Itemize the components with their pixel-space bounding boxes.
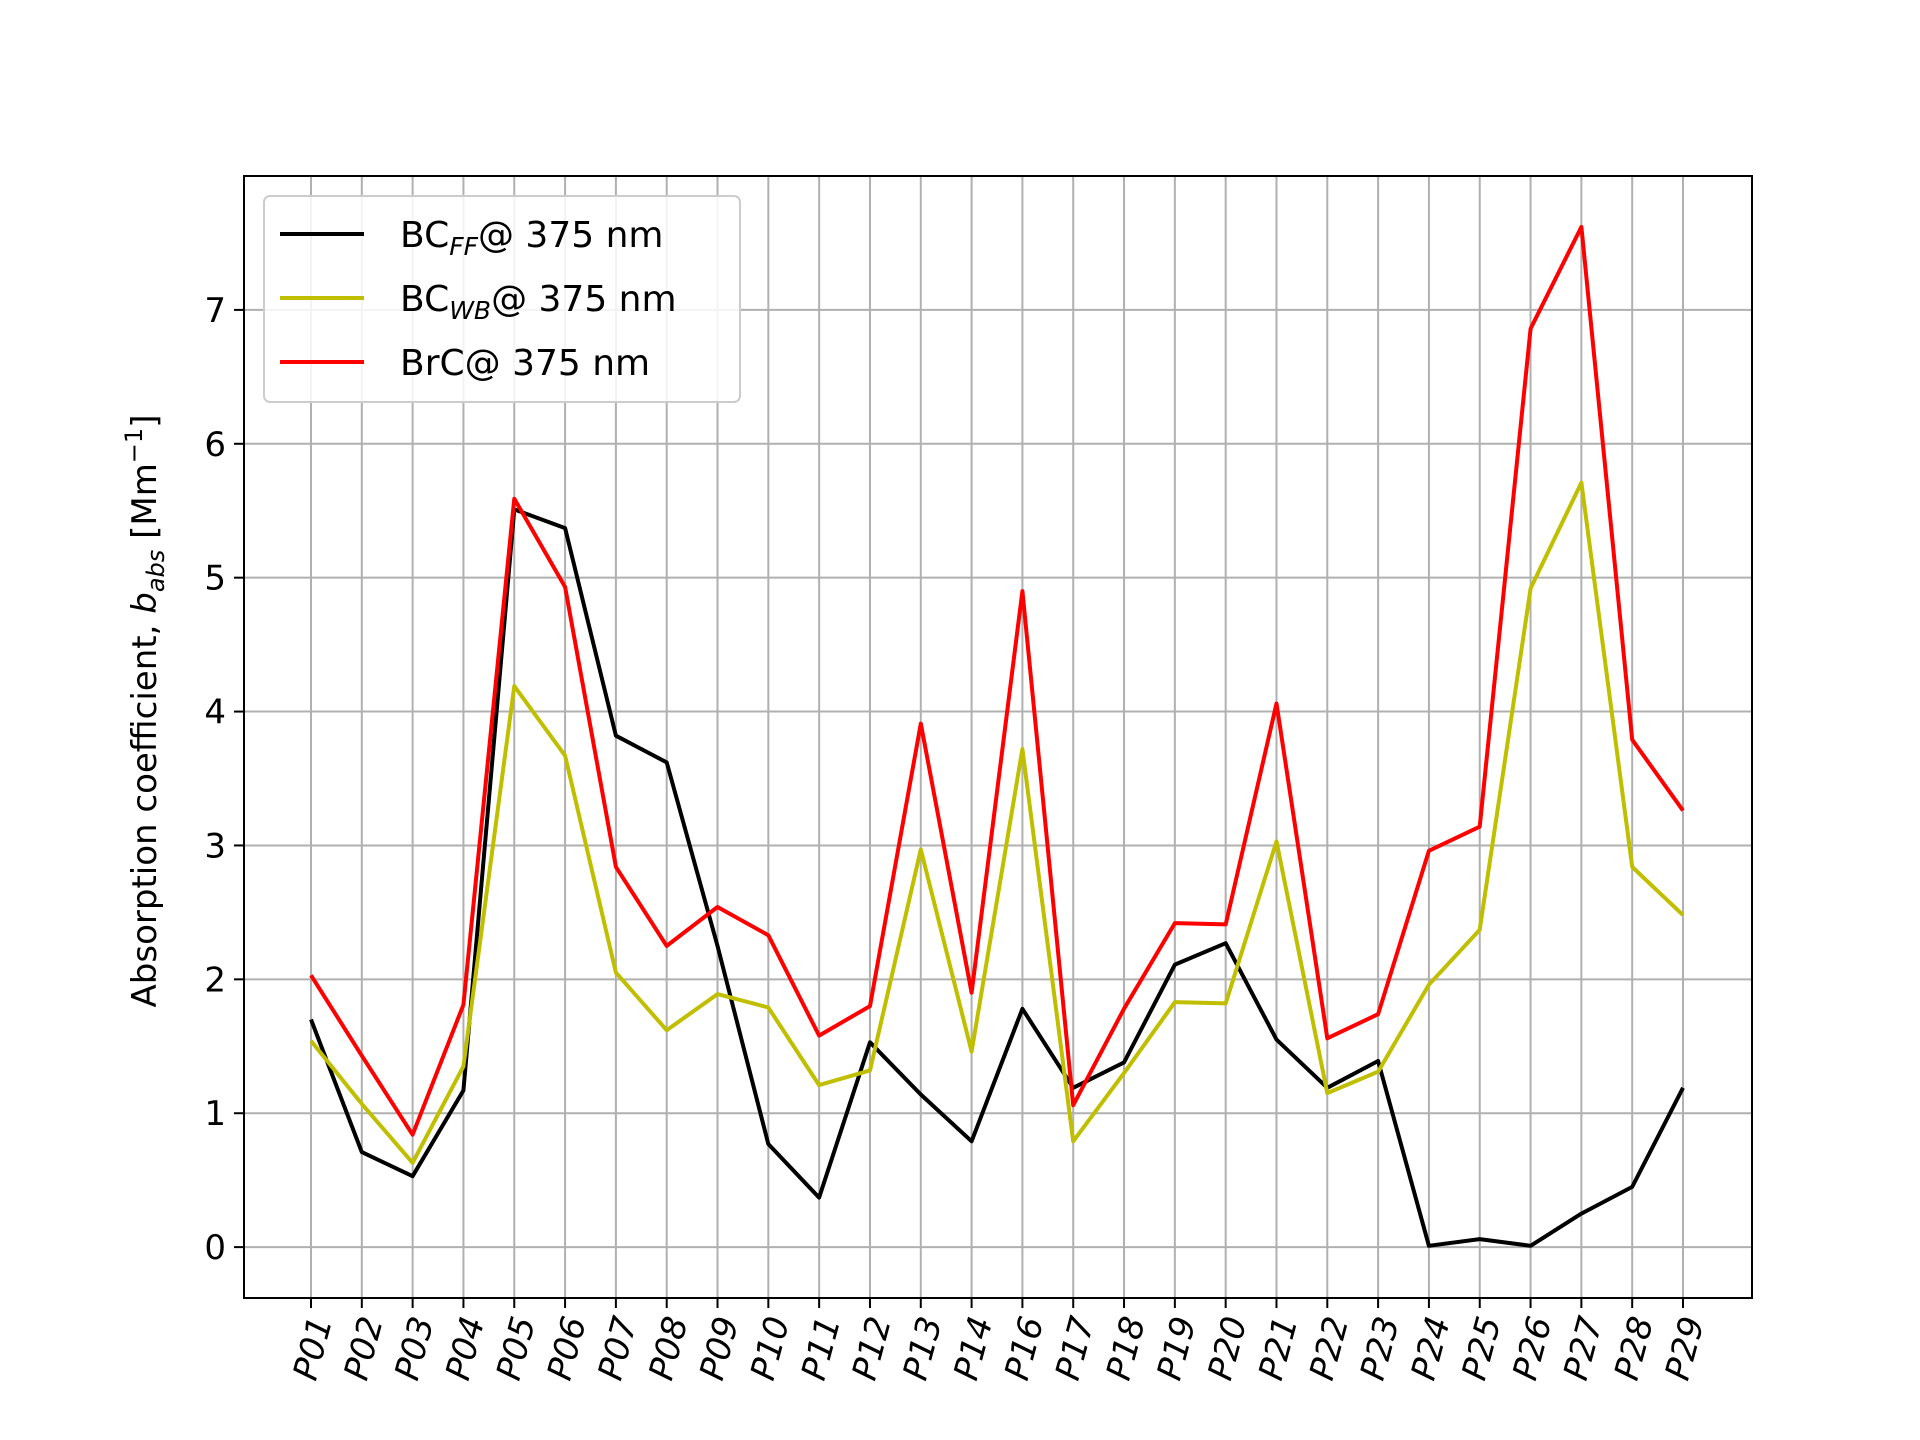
axes: P01P02P03P04P05P06P07P08P09P10P11P12P13P…	[204, 291, 1713, 1385]
x-tick-label: P19	[1150, 1312, 1205, 1384]
legend-box	[263, 195, 741, 403]
series-line-1	[309, 507, 1685, 1248]
x-tick-label: P21	[1251, 1312, 1306, 1384]
x-tick-label: P25	[1454, 1312, 1509, 1384]
x-tick-label: P14	[946, 1312, 1001, 1384]
x-tick-label: P12	[845, 1312, 900, 1384]
y-tick-label: 7	[204, 291, 226, 331]
y-tick-label: 0	[204, 1228, 226, 1268]
x-tick-label: P20	[1200, 1312, 1255, 1384]
x-tick-label: P01	[286, 1312, 341, 1384]
x-tick-label: P24	[1404, 1312, 1459, 1384]
x-tick-label: P27	[1556, 1312, 1611, 1384]
x-tick-label: P08	[641, 1312, 696, 1384]
series-line-2	[309, 480, 1685, 1165]
y-tick-label: 4	[204, 693, 226, 733]
y-tick-label: 5	[204, 559, 226, 599]
legend-label: BCFF@ 375 nm	[400, 215, 663, 261]
y-axis-label: Absorption coefficient, babs [Mm−1]	[120, 415, 170, 1008]
x-tick-label: P29	[1658, 1312, 1713, 1384]
x-tick-label: P23	[1353, 1312, 1408, 1384]
plot-frame	[243, 175, 1753, 1299]
x-tick-label: P22	[1302, 1312, 1357, 1384]
x-tick-label: P11	[794, 1312, 849, 1384]
y-tick-label: 6	[204, 425, 226, 465]
x-tick-label: P18	[1099, 1312, 1154, 1384]
x-tick-label: P10	[743, 1312, 798, 1384]
legend-label: BCWB@ 375 nm	[400, 279, 677, 325]
y-tick-label: 3	[204, 826, 226, 866]
x-tick-label: P02	[337, 1312, 392, 1384]
y-axis-label-text: Absorption coefficient, babs [Mm−1]	[120, 415, 170, 1008]
x-tick-label: P16	[997, 1312, 1052, 1384]
x-tick-label: P06	[540, 1312, 595, 1384]
x-tick-label: P17	[1048, 1312, 1103, 1384]
x-tick-label: P09	[692, 1312, 747, 1384]
y-tick-label: 2	[204, 960, 226, 1000]
x-tick-label: P07	[591, 1312, 646, 1384]
legend-label: BrC@ 375 nm	[400, 343, 650, 384]
x-tick-label: P28	[1607, 1312, 1662, 1384]
x-tick-label: P05	[489, 1312, 544, 1384]
x-tick-label: P04	[438, 1312, 493, 1384]
legend: BCFF@ 375 nm BCWB@ 375 nm BrC@ 375 nm	[263, 195, 741, 403]
x-tick-label: P13	[896, 1312, 951, 1384]
y-tick-label: 1	[204, 1094, 226, 1134]
series-line-3	[309, 224, 1685, 1137]
x-tick-label: P03	[387, 1312, 442, 1384]
x-tick-label: P26	[1505, 1312, 1560, 1384]
series-layer	[309, 224, 1685, 1248]
